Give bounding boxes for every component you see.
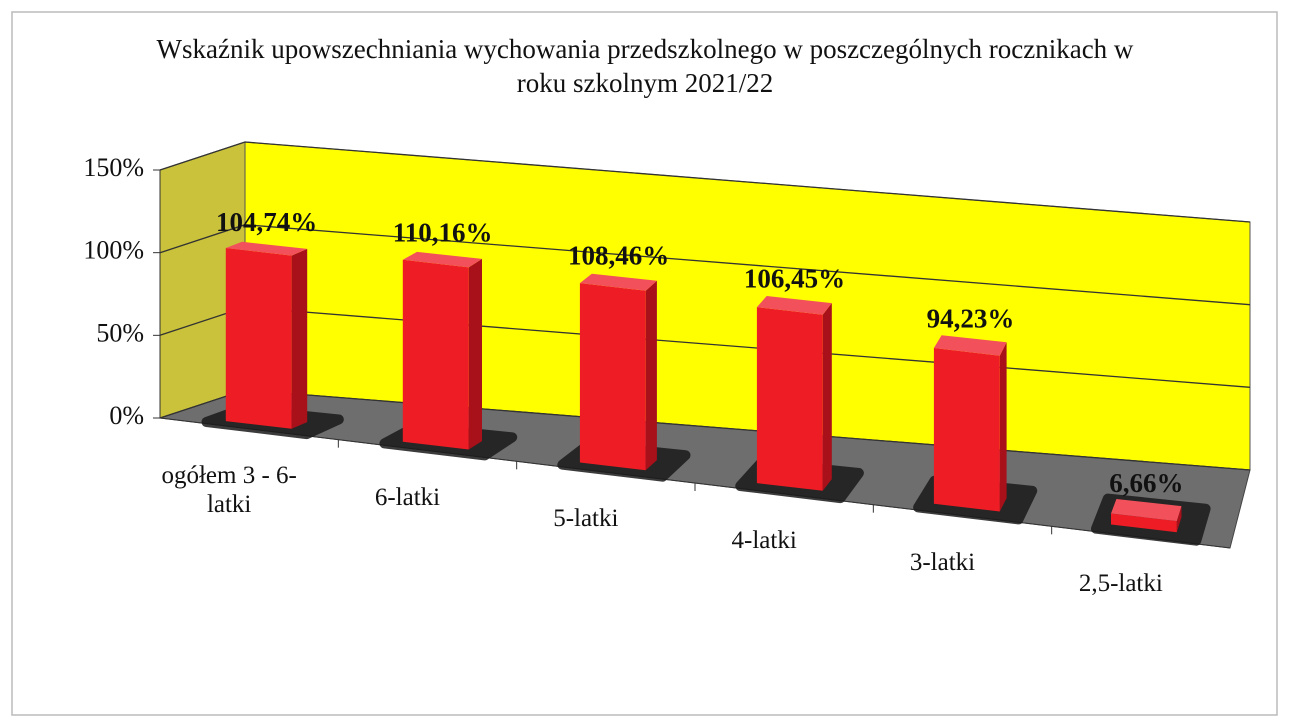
value-label: 6,66% <box>1109 468 1183 498</box>
grid-line <box>159 141 1251 223</box>
x-tick-label: 6-latki <box>374 483 441 511</box>
y-tick-label: 150% <box>83 153 144 182</box>
bar-side <box>468 258 482 450</box>
bar-side <box>291 248 308 429</box>
bar-top <box>579 273 657 291</box>
bar <box>913 335 1038 525</box>
bar-side <box>645 280 657 471</box>
bar-front <box>933 348 1000 512</box>
bar <box>201 241 344 440</box>
bar-front <box>579 283 646 471</box>
bar-top <box>1111 499 1182 522</box>
bar-top <box>402 251 482 268</box>
value-label: 106,45% <box>744 263 845 293</box>
x-tick-label: 3-latki <box>909 548 976 576</box>
bar <box>1091 493 1211 546</box>
y-tick-label: 0% <box>109 401 144 430</box>
value-label: 94,23% <box>927 303 1015 333</box>
bar-top <box>933 335 1007 356</box>
bar-front <box>225 248 292 429</box>
bar-front <box>402 259 469 450</box>
bar-side <box>999 342 1007 512</box>
value-label: 110,16% <box>393 218 493 248</box>
bar-front <box>1111 513 1177 533</box>
bar-front <box>756 307 823 491</box>
value-label: 108,46% <box>568 240 669 270</box>
x-tick-label: 2,5-latki <box>1078 570 1163 598</box>
bar-side <box>1176 506 1182 533</box>
chart-title: Wskaźnik upowszechniania wychowania prze… <box>156 34 1134 98</box>
bar-top <box>756 296 832 315</box>
grid-line <box>159 224 1251 306</box>
frame <box>11 11 1278 716</box>
bar <box>735 296 864 504</box>
bar-top <box>225 241 308 256</box>
bar <box>557 273 691 482</box>
x-tick-label: 5-latki <box>553 505 619 533</box>
x-tick-label: 4-latki <box>731 526 797 554</box>
value-label: 104,74% <box>216 207 317 237</box>
x-tick-label: ogółem 3 - 6-latki <box>161 461 297 518</box>
y-tick-label: 100% <box>83 236 144 265</box>
bar <box>379 251 518 461</box>
y-tick-label: 50% <box>96 318 144 347</box>
bar-side <box>822 303 832 491</box>
